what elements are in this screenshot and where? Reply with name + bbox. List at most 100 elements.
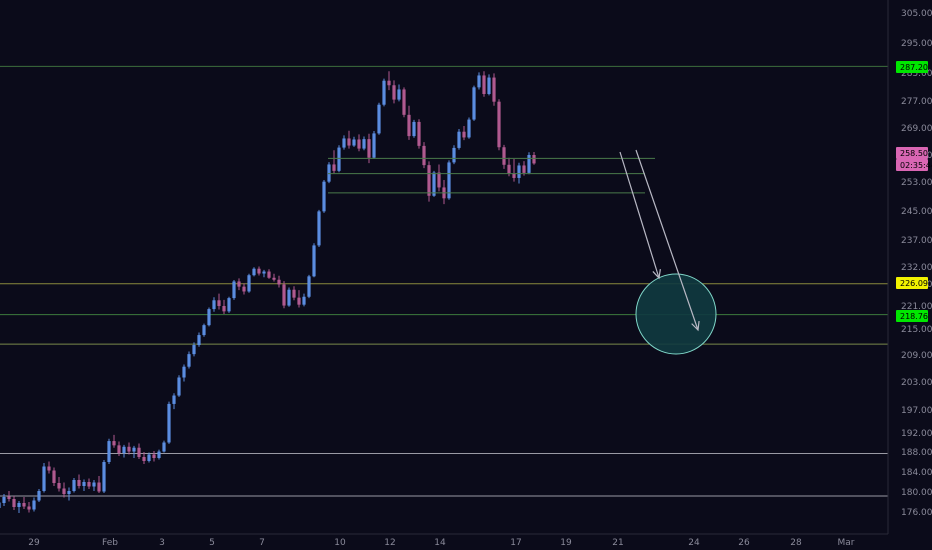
candle: [82, 479, 86, 491]
candle: [137, 443, 141, 459]
candle: [412, 119, 416, 138]
price-tag[interactable]: 218.76: [896, 310, 928, 322]
candle: [302, 293, 306, 307]
candle-body: [277, 279, 281, 285]
price-tag[interactable]: 226.09: [896, 277, 928, 289]
candle: [342, 135, 346, 150]
candle-body: [472, 87, 476, 120]
candle: [472, 85, 476, 121]
price-tick-label: 180.00: [901, 488, 932, 498]
horizontal-lines-layer: [0, 65, 888, 497]
time-axis[interactable]: 29 Feb 3 5 7 10 12 14 17 19 21 24 26 28 Mar: [28, 538, 855, 548]
candle-body: [242, 286, 246, 292]
candle-body: [372, 133, 376, 158]
price-tag[interactable]: 02:35:44: [896, 159, 932, 171]
candle: [202, 323, 206, 337]
candle-body: [287, 289, 291, 306]
candle-body: [202, 325, 206, 336]
price-tick-label: 221.00: [901, 302, 932, 312]
candle: [222, 299, 226, 315]
candle: [502, 144, 506, 169]
target-zone-circle[interactable]: [635, 273, 717, 355]
candle-body: [517, 165, 521, 178]
candle: [252, 267, 256, 277]
price-tick-label: 305.00: [901, 9, 932, 19]
price-tick-label: 197.00: [901, 406, 932, 416]
price-tick-label: 277.00: [901, 97, 932, 107]
candle-body: [522, 165, 526, 173]
candle-body: [497, 101, 501, 148]
candle-body: [12, 499, 16, 507]
candle: [272, 273, 276, 282]
candle: [12, 496, 16, 510]
candle: [182, 364, 186, 382]
candle: [362, 136, 366, 151]
candle: [187, 351, 191, 369]
time-tick-label: 5: [209, 538, 215, 548]
candle: [192, 342, 196, 357]
candle-body: [422, 145, 426, 166]
candle-body: [427, 165, 431, 196]
candle-body: [482, 75, 486, 94]
candle-body: [467, 119, 471, 138]
price-tick-label: 192.00: [901, 429, 932, 439]
candle: [332, 150, 336, 174]
price-tick-label: 253.00: [901, 178, 932, 188]
candle-body: [157, 451, 161, 458]
candle: [207, 307, 211, 327]
candle: [317, 209, 321, 248]
candle: [467, 117, 471, 139]
down-arrow[interactable]: [619, 151, 661, 280]
candle-body: [167, 403, 171, 443]
candle-body: [397, 89, 401, 100]
candle-body: [367, 139, 371, 158]
time-tick-label: 3: [159, 538, 165, 548]
candle-body: [297, 297, 301, 305]
candle: [447, 160, 451, 200]
candle: [497, 99, 501, 151]
candle: [42, 463, 46, 493]
candle-body: [262, 271, 266, 274]
candle-body: [102, 462, 106, 492]
time-tick-label: 17: [510, 538, 521, 548]
time-tick-label: 24: [688, 538, 700, 548]
price-tag[interactable]: 287.20: [896, 61, 928, 73]
candle-body: [227, 298, 231, 312]
candle: [372, 131, 376, 160]
candle: [457, 129, 461, 150]
candle-body: [337, 147, 341, 171]
candle: [122, 444, 126, 458]
price-tick-label: 237.00: [901, 236, 932, 246]
candle-body: [432, 172, 436, 196]
candle: [117, 441, 121, 456]
candle-body: [407, 114, 411, 137]
candle-body: [267, 271, 271, 278]
candle-body: [37, 491, 41, 501]
price-tick-label: 176.00: [901, 508, 932, 518]
candle: [217, 293, 221, 310]
price-tag-label: 218.76: [900, 312, 928, 321]
candle-body: [417, 121, 421, 146]
candle: [212, 297, 216, 312]
candle: [287, 287, 291, 307]
candle-body: [132, 447, 136, 452]
candle: [237, 278, 241, 291]
candle: [152, 451, 156, 462]
candle: [402, 87, 406, 118]
candle-body: [32, 500, 36, 510]
candle: [127, 442, 131, 455]
candle-body: [532, 155, 536, 164]
candle-body: [347, 138, 351, 146]
candle: [322, 179, 326, 213]
down-arrow[interactable]: [635, 149, 700, 332]
candle-body: [282, 284, 286, 306]
time-tick-label: 14: [434, 538, 446, 548]
candle: [32, 497, 36, 512]
price-tag[interactable]: 258.50: [896, 147, 928, 159]
candle-body: [312, 245, 316, 277]
candle: [197, 332, 201, 347]
candle: [312, 243, 316, 278]
candle-body: [437, 172, 441, 188]
